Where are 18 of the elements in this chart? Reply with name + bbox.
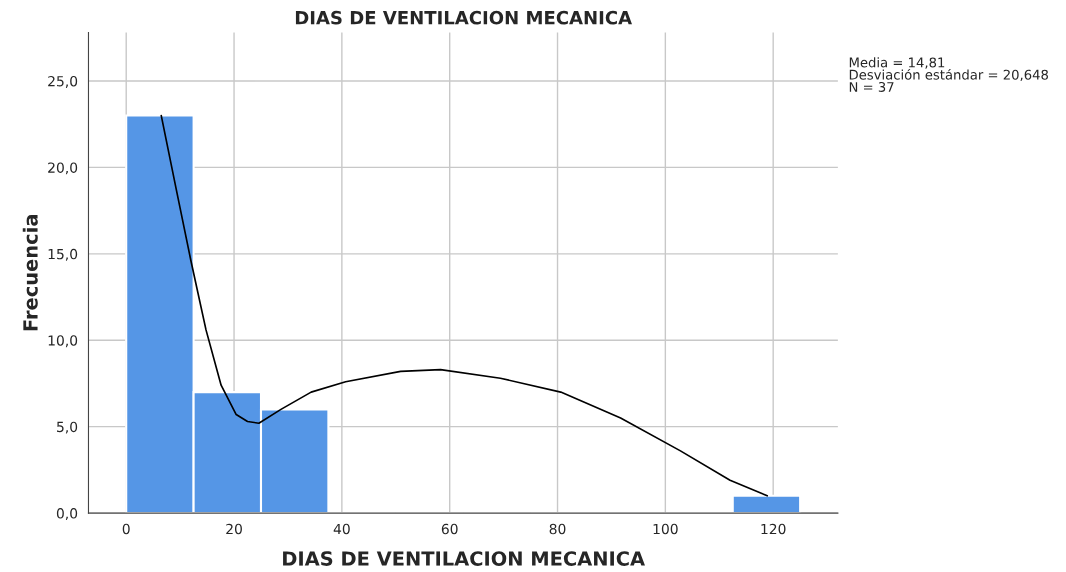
x-tick-label: 40 — [333, 523, 350, 535]
x-tick-label: 20 — [226, 523, 242, 535]
y-axis-title: Frecuencia — [22, 215, 38, 331]
y-tick-label: 20,0 — [48, 162, 78, 175]
x-tick-label: 100 — [653, 523, 678, 535]
y-tick-label: 5,0 — [57, 421, 78, 434]
x-tick-label: 60 — [441, 523, 458, 535]
x-tick-label: 120 — [761, 523, 786, 535]
x-tick-label: 0 — [122, 523, 130, 535]
y-tick-label: 10,0 — [48, 335, 78, 348]
y-tick-label: 25,0 — [48, 75, 78, 88]
line-series — [160, 114, 769, 497]
y-tick-label: 0,0 — [56, 508, 78, 520]
x-tick-label: 80 — [549, 523, 566, 535]
text: Media = 14,81 Desviación estándar = 20,648 N = 37 — [849, 57, 1048, 92]
y-tick-label: 15,0 — [48, 248, 78, 261]
chart-title: DIAS DE VENTILACION MECANICA — [295, 10, 632, 25]
x-axis-title: DIAS DE VENTILACION MECANICA — [283, 551, 645, 566]
